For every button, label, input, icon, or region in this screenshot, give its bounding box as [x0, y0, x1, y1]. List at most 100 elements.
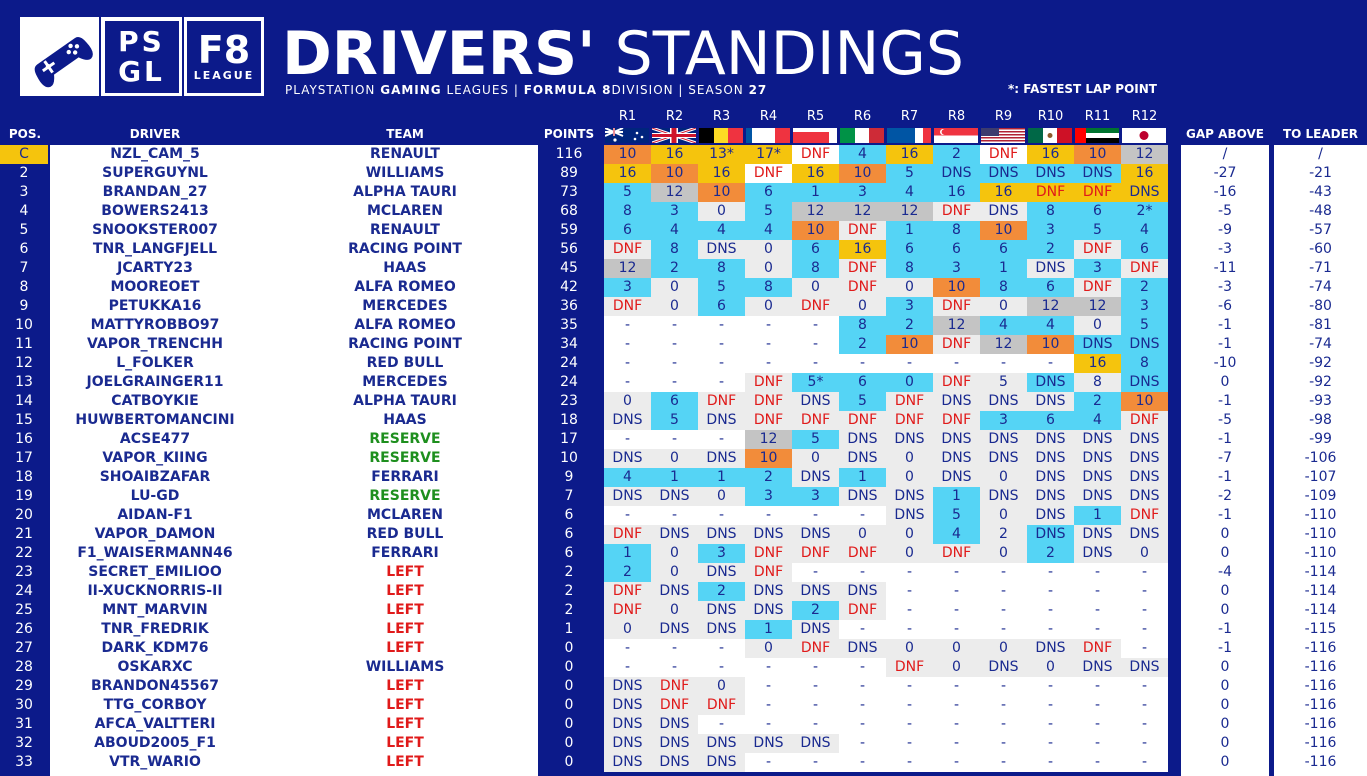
- table-row: 27 DARK_KDM76 LEFT 0- - -0 DNF DNS 0 0 0 DNS DNF - -1-…: [0, 639, 1367, 658]
- table-row: 32 ABOUD2005_F1 LEFT 0 DNS DNS DNS DNS DNS - - - - - -…: [0, 734, 1367, 753]
- round-result-r4: 2: [745, 468, 792, 487]
- round-result-r9: -: [980, 734, 1027, 753]
- table-row: 25 MNT_MARVIN LEFT 2 DNF 0 DNS DNS 2 DNF - - - - - -0 -1…: [0, 601, 1367, 620]
- position-cell: 27: [15, 640, 33, 656]
- team-name: MERCEDES: [362, 298, 448, 314]
- round-result-r10: DNS: [1027, 373, 1074, 392]
- position-cell: 3: [19, 184, 29, 200]
- round-header-12: R12: [1131, 109, 1158, 124]
- round-result-r9: -: [980, 753, 1027, 772]
- round-result-r8: -: [933, 715, 980, 734]
- gap-above-cell: 0: [1220, 716, 1230, 732]
- round-result-r9: DNS: [980, 392, 1027, 411]
- round-result-r11: 6: [1074, 202, 1121, 221]
- round-result-r5: DNF: [792, 145, 839, 164]
- round-result-r9: -: [980, 354, 1027, 373]
- round-result-r7: 0: [886, 373, 933, 392]
- logo-f8-sub: LEAGUE: [193, 69, 255, 82]
- round-result-r3: -: [698, 354, 745, 373]
- points-cell: 2: [564, 602, 574, 618]
- to-leader-cell: -110: [1304, 526, 1337, 542]
- round-result-r4: 0: [745, 259, 792, 278]
- round-result-r8: -: [933, 620, 980, 639]
- round-result-r7: 4: [886, 183, 933, 202]
- gap-above-cell: -1: [1218, 507, 1232, 523]
- points-cell: 45: [560, 260, 578, 276]
- team-name: LEFT: [386, 583, 424, 599]
- round-result-r10: 12: [1027, 297, 1074, 316]
- round-result-r7: 0: [886, 468, 933, 487]
- driver-name: ACSE477: [119, 431, 191, 447]
- gap-above-cell: -3: [1218, 279, 1232, 295]
- round-result-r10: 4: [1027, 316, 1074, 335]
- header-team: TEAM: [386, 127, 424, 141]
- round-result-r8: DNS: [933, 392, 980, 411]
- round-result-r2: 6: [651, 392, 698, 411]
- round-result-r6: DNF: [839, 221, 886, 240]
- round-result-r1: DNS: [604, 677, 651, 696]
- driver-name: L_FOLKER: [116, 355, 194, 371]
- subtitle-d: FORMULA 8: [523, 83, 612, 97]
- round-result-r2: 0: [651, 563, 698, 582]
- round-result-r12: DNF: [1121, 411, 1168, 430]
- f8-league-logo: F8 LEAGUE: [184, 17, 264, 96]
- round-result-r5: 0: [792, 449, 839, 468]
- subtitle-c: LEAGUES |: [446, 83, 519, 97]
- round-result-r3: -: [698, 639, 745, 658]
- round-result-r5: -: [792, 506, 839, 525]
- round-result-r6: -: [839, 563, 886, 582]
- round-header-2: R2: [665, 109, 684, 124]
- gamepad-icon: [34, 36, 93, 87]
- round-result-r5: DNS: [792, 392, 839, 411]
- points-cell: 116: [555, 146, 583, 162]
- round-result-r4: -: [745, 715, 792, 734]
- gap-above-cell: -10: [1213, 355, 1237, 371]
- round-result-r12: 3: [1121, 297, 1168, 316]
- gap-above-cell: -3: [1218, 241, 1232, 257]
- leader-panel: [1274, 145, 1367, 776]
- round-result-r12: -: [1121, 639, 1168, 658]
- driver-name: ABOUD2005_F1: [94, 735, 216, 751]
- round-result-r1: DNF: [604, 601, 651, 620]
- round-result-r9: 0: [980, 639, 1027, 658]
- round-result-r3: 6: [698, 297, 745, 316]
- round-result-r1: -: [604, 373, 651, 392]
- round-result-r3: -: [698, 658, 745, 677]
- round-header-8: R8: [947, 109, 966, 124]
- round-result-r3: 0: [698, 487, 745, 506]
- team-name: LEFT: [386, 640, 424, 656]
- round-result-r12: 8: [1121, 354, 1168, 373]
- gap-above-cell: -2: [1218, 488, 1232, 504]
- round-result-r4: 5: [745, 202, 792, 221]
- position-cell: 17: [15, 450, 33, 466]
- round-result-r10: -: [1027, 601, 1074, 620]
- driver-name: VTR_WARIO: [109, 754, 201, 770]
- team-name: RESERVE: [369, 488, 441, 504]
- gap-above-cell: -7: [1218, 450, 1232, 466]
- round-result-r7: -: [886, 354, 933, 373]
- round-result-r5: 1: [792, 183, 839, 202]
- table-row: 5 SNOOKSTER007 RENAULT 59 6 4 4 4 10 DNF 1 8 10 3 5 4 -9…: [0, 221, 1367, 240]
- position-cell: 5: [19, 222, 29, 238]
- to-leader-cell: -98: [1309, 412, 1332, 428]
- round-result-r3: 3: [698, 544, 745, 563]
- driver-name: SUPERGUYNL: [102, 165, 208, 181]
- position-cell: 14: [15, 393, 33, 409]
- to-leader-cell: -116: [1304, 716, 1337, 732]
- round-result-r3: 1: [698, 468, 745, 487]
- round-result-r6: -: [839, 620, 886, 639]
- round-result-r12: DNS: [1121, 449, 1168, 468]
- round-result-r1: DNS: [604, 734, 651, 753]
- to-leader-cell: -114: [1304, 602, 1337, 618]
- team-name: LEFT: [386, 697, 424, 713]
- round-result-r2: 0: [651, 601, 698, 620]
- round-result-r1: 3: [604, 278, 651, 297]
- round-result-r8: DNS: [933, 449, 980, 468]
- round-result-r11: -: [1074, 734, 1121, 753]
- to-leader-cell: -57: [1309, 222, 1332, 238]
- round-result-r10: DNS: [1027, 259, 1074, 278]
- round-result-r4: 12: [745, 430, 792, 449]
- gap-above-cell: -4: [1218, 564, 1232, 580]
- uae-flag-icon: [1075, 128, 1119, 143]
- round-result-r8: DNF: [933, 202, 980, 221]
